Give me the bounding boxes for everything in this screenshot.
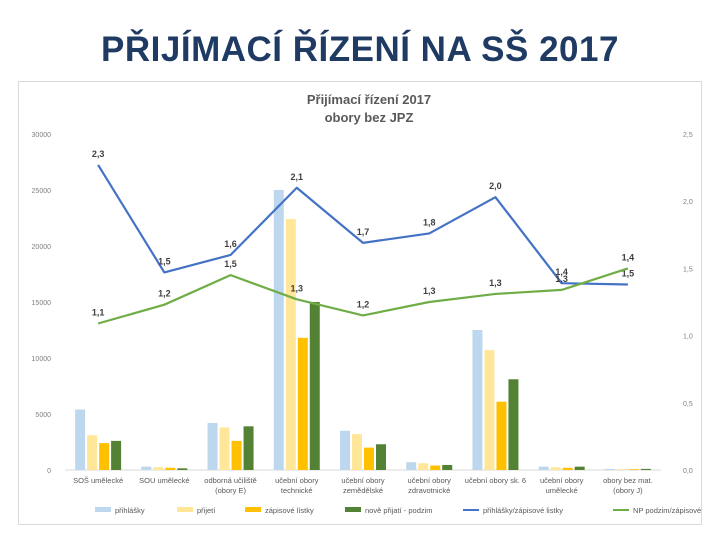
bar [75,409,86,470]
data-label: 1,3 [555,274,568,284]
data-label: 1,2 [357,299,370,309]
chart: Přijímací řízení 2017 obory bez JPZ 0 500… [32,92,720,515]
x-tick-label: učební obory sk. 6 [465,476,526,485]
bar [285,219,296,470]
x-tick-label: SOŠ umělecké [73,476,123,485]
legend-label: NP podzim/zápisové listky [633,506,701,515]
bar [364,447,374,470]
y-right-tick-label: 1,0 [683,334,693,341]
legend-swatch [177,507,193,512]
bar [628,469,639,470]
x-tick-label: SOU umělecké [139,476,189,485]
bar [376,444,386,470]
y-left-tick-label: 10000 [32,356,52,363]
bar [352,434,362,470]
y-left-tick-label: 15000 [32,300,52,307]
data-label: 2,3 [92,149,105,159]
y-right-tick-label: 1,5 [683,266,693,273]
chart-subtitle: obory bez JPZ [325,110,414,125]
bar [165,467,176,470]
bar [87,435,98,470]
legend-swatch [95,507,111,512]
chart-title: Přijímací řízení 2017 [307,92,431,107]
data-label: 1,4 [555,267,568,277]
y-left-tick-label: 20000 [32,244,52,251]
bar [297,337,308,470]
y-left-tick-label: 25000 [32,188,52,195]
bar [207,422,218,470]
data-label: 1,1 [92,308,105,318]
data-label: 2,1 [291,172,304,182]
bar [99,443,110,470]
bar [111,440,122,470]
bar [153,467,164,470]
x-tick-label: učební obory zdravotnické [408,476,452,495]
bar [243,426,254,470]
bar [472,330,483,470]
bar [177,468,188,470]
legend-label: přihlášky [115,506,145,515]
legend-swatch [345,507,361,512]
x-tick-label: obory bez mat. (obory J) [603,476,653,495]
legend-swatch [245,507,261,512]
x-tick-label: učební obory umělecké [540,476,584,495]
bar [550,467,561,470]
bar [219,427,230,470]
legend-label: zápisové lístky [265,506,314,515]
bar [418,463,429,470]
data-label: 1,8 [423,217,436,227]
data-label: 1,5 [224,259,237,269]
data-label: 1,5 [158,256,171,266]
data-label: 2,0 [489,181,502,191]
bar [340,430,350,470]
y-right-tick-label: 0,5 [683,401,693,408]
data-label: 1,5 [622,269,635,279]
data-label: 1,2 [158,289,171,299]
series-line [97,164,628,286]
legend-label: přihlášky/zápisové listky [483,506,563,515]
bar [562,467,573,470]
y-left-tick-label: 0 [47,468,51,475]
data-label: 1,7 [357,227,370,237]
legend-label: nově přijatí - podzim [365,506,433,515]
data-label: 1,4 [622,252,635,262]
legend-label: přijetí [197,506,216,515]
bar [574,466,585,470]
bar [496,401,507,470]
data-label: 1,3 [489,278,502,288]
y-right-tick-label: 2,0 [683,199,693,206]
bar [616,469,627,470]
data-label: 1,6 [224,239,237,249]
bar [508,379,519,470]
data-label: 1,3 [423,286,436,296]
bar [442,464,453,470]
y-left-tick-label: 5000 [35,412,51,419]
series-line [97,267,629,325]
bar [430,465,441,470]
x-tick-label: učební obory technické [275,476,319,495]
bar [309,302,320,470]
bar [604,468,615,470]
y-right-tick-label: 2,5 [683,132,693,139]
y-right-tick-label: 0,0 [683,468,693,475]
bar [484,350,495,470]
data-label: 1,3 [291,283,304,293]
bar [406,462,417,470]
bar [273,190,284,470]
bar [538,466,549,470]
x-tick-label: učební obory zemědělské [341,476,385,495]
bar [640,468,651,470]
x-tick-label: odborná učiliště (obory E) [204,476,257,495]
y-left-tick-label: 30000 [32,132,52,139]
bar [141,466,152,470]
chart-frame: Přijímací řízení 2017 obory bez JPZ 0 500… [18,81,720,525]
slide-title: PŘIJÍMACÍ ŘÍZENÍ NA SŠ 2017 [101,30,619,69]
bar [231,440,242,470]
